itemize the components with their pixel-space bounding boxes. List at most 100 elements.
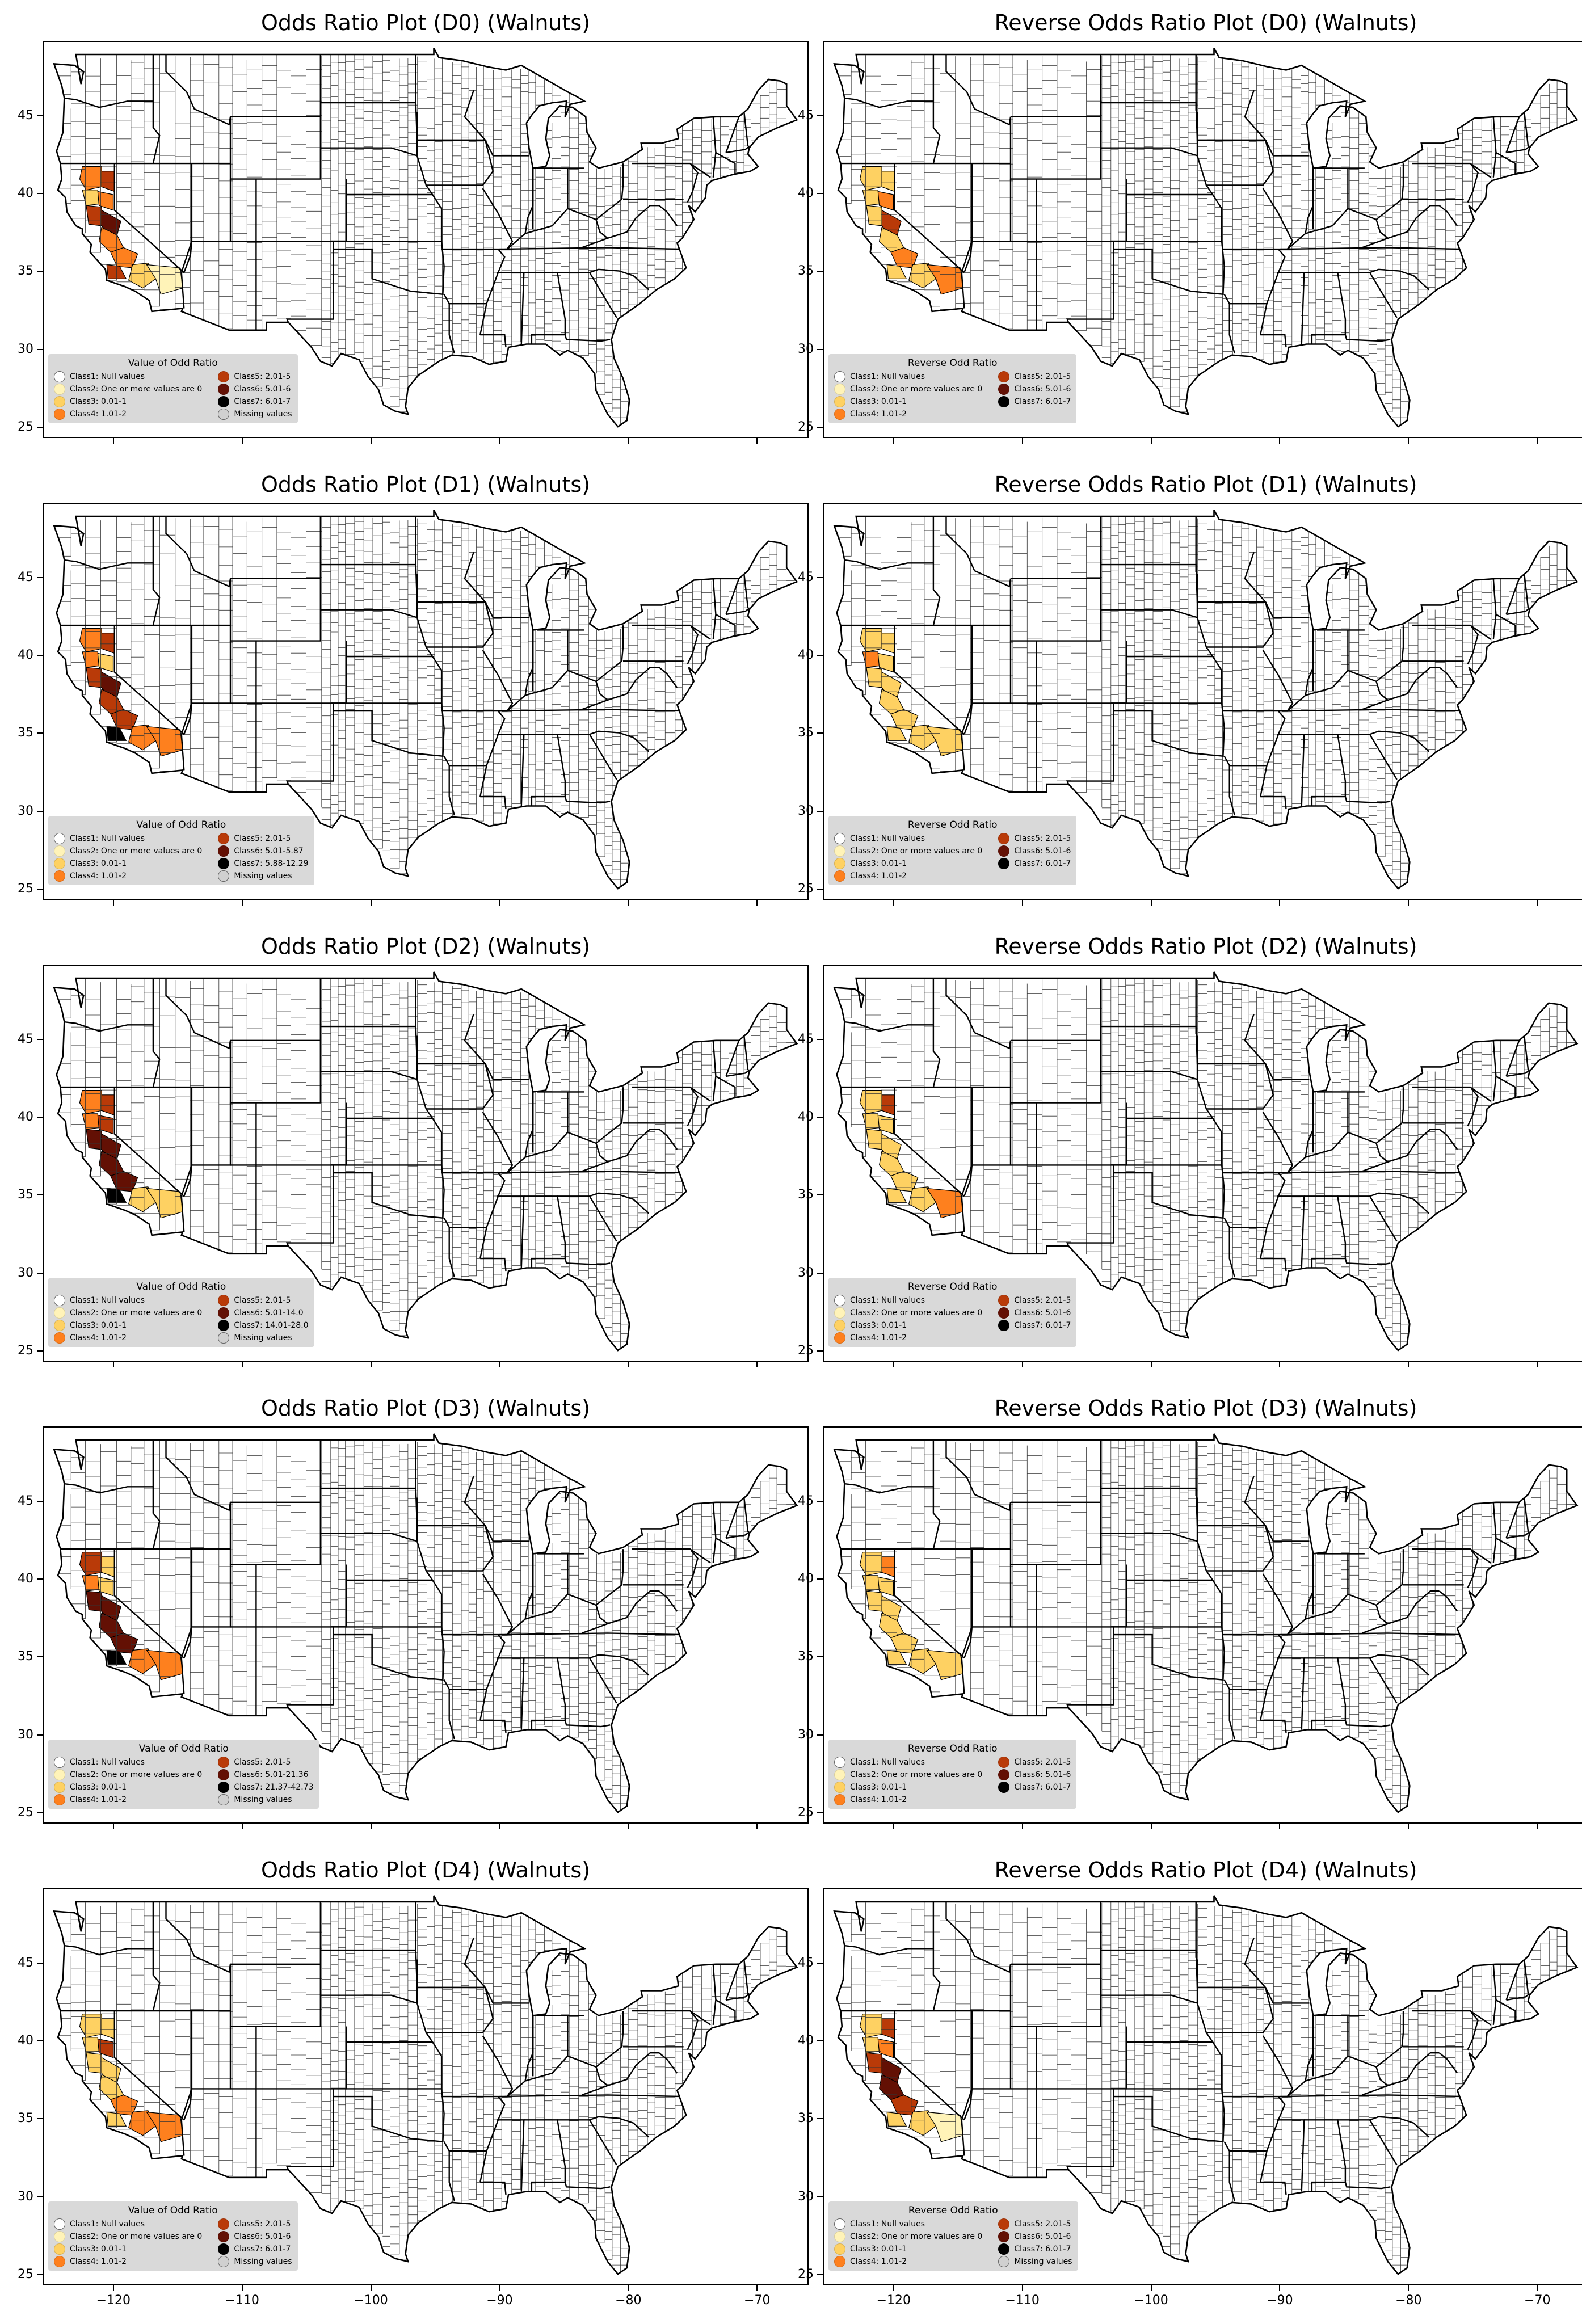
state-border	[1305, 1553, 1314, 1619]
state-border	[932, 54, 941, 164]
y-tick-label: 40	[18, 648, 33, 663]
legend-item: Missing values	[218, 1332, 308, 1344]
legend-label: Class1: Null values	[850, 1296, 925, 1305]
legend-swatch	[834, 1320, 845, 1331]
panel-title: Reverse Odds Ratio Plot (D2) (Walnuts)	[994, 934, 1417, 959]
legend-swatch	[218, 1757, 230, 1768]
y-tick-mark	[817, 655, 823, 656]
state-border	[843, 97, 933, 108]
legend-swatch	[834, 2218, 845, 2230]
state-border	[564, 1720, 611, 1728]
state-border	[564, 2182, 611, 2190]
state-border	[607, 2052, 659, 2087]
x-tick-mark	[893, 1362, 894, 1367]
state-border	[725, 1502, 740, 1539]
x-tick-mark	[1537, 900, 1538, 906]
legend-label: Class6: 5.01-6	[1014, 847, 1071, 856]
x-tick-mark	[241, 438, 243, 444]
y-tick-mark	[817, 1734, 823, 1736]
legend-label: Class1: Null values	[70, 2220, 145, 2229]
y-tick-mark	[817, 2196, 823, 2197]
legend-item: Class7: 5.88-12.29	[218, 858, 309, 869]
legend-label: Class6: 5.01-21.36	[234, 1770, 309, 1779]
us-county-map	[53, 48, 798, 428]
state-border	[715, 1999, 736, 2022]
legend-label: Class6: 5.01-14.0	[234, 1308, 304, 1317]
state-border	[165, 978, 232, 1050]
x-tick-label: −90	[486, 2293, 513, 2308]
y-tick-mark	[37, 1812, 43, 1813]
x-tick-mark	[1408, 2285, 1410, 2291]
state-border	[1375, 1087, 1404, 1144]
legend-item: Class6: 5.01-6	[998, 1307, 1071, 1319]
state-border	[1506, 1531, 1530, 1539]
legend-item: Class4: 1.01-2	[54, 2256, 202, 2267]
legend-swatch	[998, 2218, 1010, 2230]
california-county-region	[926, 264, 963, 295]
x-tick-mark	[112, 2285, 114, 2291]
county-borders	[836, 510, 1576, 889]
state-border	[1304, 2119, 1347, 2194]
us-land	[54, 510, 797, 889]
state-border	[1260, 303, 1268, 335]
state-border	[1287, 208, 1390, 250]
x-tick-mark	[499, 1362, 500, 1367]
legend-label: Class1: Null values	[70, 834, 145, 843]
state-border	[1506, 145, 1530, 154]
us-land	[54, 972, 797, 1350]
california-county-region	[866, 1590, 882, 1612]
x-tick-mark	[1150, 438, 1152, 444]
state-border	[524, 2015, 534, 2081]
state-border	[557, 734, 617, 780]
state-border	[1223, 1172, 1286, 1228]
y-tick-label: 30	[798, 342, 814, 356]
state-border	[485, 1063, 494, 1080]
state-border	[113, 1549, 185, 1659]
state-border	[285, 241, 334, 323]
x-tick-mark	[1408, 1362, 1410, 1367]
state-border	[499, 1171, 683, 1174]
state-border	[485, 601, 494, 618]
state-border	[961, 2089, 973, 2156]
y-tick-mark	[817, 348, 823, 350]
x-tick-mark	[628, 2285, 629, 2291]
us-outline	[833, 48, 1579, 428]
state-border	[1126, 2003, 1214, 2043]
map-axes: Reverse Odd Ratio Class1: Null values Clas…	[823, 965, 1582, 1362]
california-county-region	[128, 725, 157, 751]
legend-label: Class7: 6.01-7	[234, 397, 291, 406]
legend-item: Class4: 1.01-2	[54, 409, 202, 420]
state-border	[480, 1257, 507, 1272]
legend-swatch	[998, 845, 1010, 857]
y-tick-mark	[817, 1117, 823, 1118]
state-border	[1280, 1632, 1463, 1636]
x-tick-mark	[1021, 900, 1023, 906]
legend-item: Class5: 2.01-5	[218, 2218, 292, 2230]
legend-swatch	[998, 1320, 1010, 1331]
state-border	[1524, 1959, 1529, 1994]
state-border	[1206, 1063, 1274, 1110]
legend-swatch	[218, 833, 230, 844]
state-border	[1412, 2010, 1491, 2026]
legend-item: Missing values	[998, 2256, 1072, 2267]
state-border	[1260, 2181, 1287, 2195]
state-border	[1009, 1440, 1101, 1565]
state-border	[1369, 2116, 1430, 2138]
x-tick-mark	[756, 438, 758, 444]
california-county-region	[128, 1186, 157, 1212]
legend: Value of Odd Ratio Class1: Null values Cla…	[48, 1740, 319, 1809]
y-tick-label: 45	[798, 1493, 814, 1508]
county-borders	[56, 48, 796, 427]
state-border	[1126, 2041, 1223, 2090]
legend-label: Class7: 14.01-28.0	[234, 1321, 309, 1330]
state-border	[152, 1902, 161, 2011]
legend-label: Class5: 2.01-5	[234, 834, 291, 843]
y-tick-label: 35	[798, 264, 814, 279]
legend-label: Class3: 0.01-1	[850, 1783, 907, 1792]
legend-label: Class3: 0.01-1	[70, 1783, 127, 1792]
legend-label: Class2: One or more values are 0	[70, 847, 203, 856]
panel-title: Odds Ratio Plot (D1) (Walnuts)	[260, 472, 591, 497]
legend-swatch	[998, 1295, 1010, 1306]
legend-label: Class4: 1.01-2	[70, 1333, 127, 1342]
state-border	[1126, 155, 1214, 196]
